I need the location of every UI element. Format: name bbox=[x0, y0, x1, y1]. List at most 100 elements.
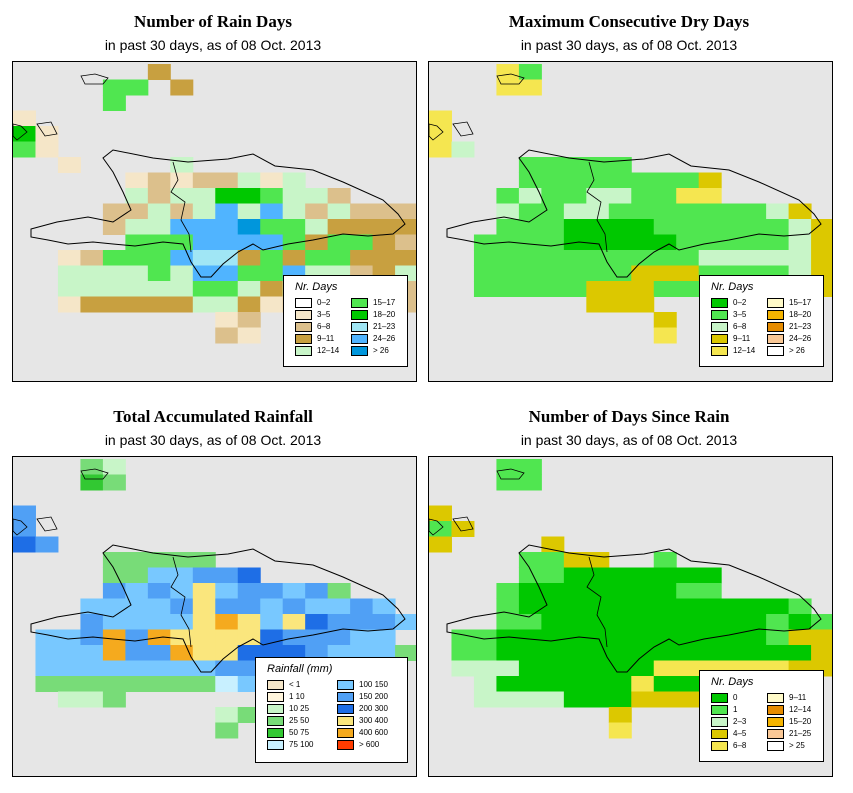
grid-cell bbox=[282, 203, 306, 220]
grid-cell bbox=[305, 250, 329, 266]
grid-cell bbox=[237, 707, 261, 723]
grid-cell bbox=[541, 203, 565, 220]
grid-cell bbox=[125, 219, 149, 235]
island-outline bbox=[452, 516, 474, 532]
grid-cell bbox=[35, 660, 59, 677]
grid-cell bbox=[676, 188, 700, 204]
grid-cell bbox=[215, 265, 239, 282]
grid-cell bbox=[192, 265, 216, 282]
grid-cell bbox=[518, 583, 542, 599]
grid-cell bbox=[260, 203, 284, 220]
grid-cell bbox=[496, 250, 520, 266]
grid-cell bbox=[496, 676, 520, 692]
grid-cell bbox=[608, 660, 632, 677]
grid-cell bbox=[305, 583, 329, 599]
grid-cell bbox=[541, 645, 565, 661]
grid-cell bbox=[631, 614, 655, 630]
grid-cell bbox=[192, 281, 216, 297]
grid-cell bbox=[429, 536, 452, 553]
grid-cell bbox=[766, 219, 790, 235]
grid-cell bbox=[305, 188, 329, 204]
grid-cell bbox=[608, 219, 632, 235]
grid-cell bbox=[518, 474, 542, 491]
grid-cell bbox=[518, 157, 542, 173]
grid-cell bbox=[237, 614, 261, 630]
grid-cell bbox=[473, 629, 497, 646]
grid-cell bbox=[811, 629, 832, 646]
grid-cell bbox=[496, 583, 520, 599]
grid-cell bbox=[676, 567, 700, 584]
grid-cell bbox=[80, 265, 104, 282]
grid-cell bbox=[608, 296, 632, 313]
legend-swatch bbox=[767, 298, 784, 308]
legend-label: 400 600 bbox=[359, 728, 388, 737]
grid-cell bbox=[395, 250, 416, 266]
grid-cell bbox=[518, 645, 542, 661]
grid-cell bbox=[170, 79, 194, 96]
legend-swatch bbox=[295, 322, 312, 332]
legend-label: 300 400 bbox=[359, 716, 388, 725]
grid-cell bbox=[80, 660, 104, 677]
legend-swatch bbox=[337, 680, 354, 690]
legend-label: 0–2 bbox=[733, 298, 747, 307]
grid-cell bbox=[215, 676, 239, 692]
grid-cell bbox=[147, 172, 171, 189]
grid-cell bbox=[676, 265, 700, 282]
coastline bbox=[446, 544, 822, 673]
legend-label: 21–23 bbox=[373, 322, 396, 331]
country-border bbox=[586, 161, 608, 253]
grid-cell bbox=[80, 645, 104, 661]
grid-cell bbox=[563, 172, 587, 189]
legend-label: 1 bbox=[733, 705, 738, 714]
grid-cell bbox=[766, 598, 790, 615]
grid-cell bbox=[473, 250, 497, 266]
grid-cell bbox=[147, 64, 171, 80]
map-grid-svg bbox=[13, 459, 416, 739]
grid-cell bbox=[698, 629, 722, 646]
grid-cell bbox=[327, 203, 351, 220]
grid-cell bbox=[102, 79, 126, 96]
grid-cell bbox=[563, 157, 587, 173]
legend-label: 18–20 bbox=[789, 310, 812, 319]
grid-cell bbox=[35, 676, 59, 692]
legend-label: 3–5 bbox=[733, 310, 747, 319]
grid-cell bbox=[676, 203, 700, 220]
grid-cell bbox=[215, 660, 239, 677]
grid-cell bbox=[170, 296, 194, 313]
legend-days-since-rain: Nr. Days 0 1 2–3 4–5 6–8 9–11 12–14 15–20 21–25 >… bbox=[699, 670, 824, 762]
grid-cell bbox=[327, 234, 351, 251]
grid-cell bbox=[811, 234, 832, 251]
legend-swatch bbox=[767, 741, 784, 751]
grid-cell bbox=[653, 614, 677, 630]
grid-cell bbox=[192, 629, 216, 646]
grid-cell bbox=[676, 660, 700, 677]
grid-cell bbox=[766, 629, 790, 646]
grid-cell bbox=[608, 265, 632, 282]
legend-label: 9–11 bbox=[317, 334, 335, 343]
grid-cell bbox=[125, 645, 149, 661]
grid-cell bbox=[496, 474, 520, 491]
grid-cell bbox=[147, 614, 171, 630]
grid-cell bbox=[125, 614, 149, 630]
grid-cell bbox=[170, 234, 194, 251]
grid-cell bbox=[518, 203, 542, 220]
grid-cell bbox=[766, 614, 790, 630]
grid-cell bbox=[215, 172, 239, 189]
grid-cell bbox=[788, 250, 812, 266]
grid-cell bbox=[653, 234, 677, 251]
grid-cell bbox=[743, 629, 767, 646]
legend-swatch bbox=[337, 728, 354, 738]
grid-cell bbox=[170, 188, 194, 204]
grid-cell bbox=[631, 567, 655, 584]
grid-cell bbox=[766, 645, 790, 661]
legend-swatch bbox=[295, 310, 312, 320]
grid-cell bbox=[541, 234, 565, 251]
grid-cell bbox=[608, 645, 632, 661]
grid-cell bbox=[586, 203, 610, 220]
grid-cell bbox=[496, 598, 520, 615]
legend-title: Rainfall (mm) bbox=[267, 663, 333, 675]
grid-cell bbox=[608, 157, 632, 173]
grid-cell bbox=[125, 172, 149, 189]
island-outline bbox=[429, 123, 444, 141]
grid-cell bbox=[57, 250, 81, 266]
